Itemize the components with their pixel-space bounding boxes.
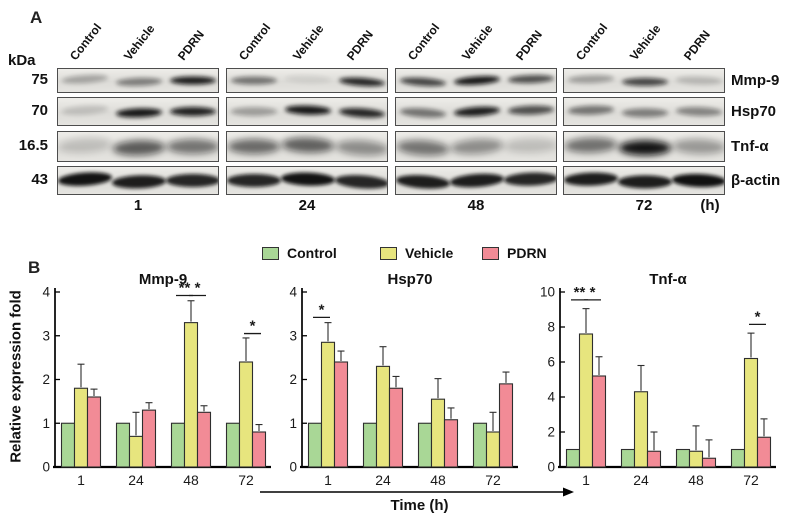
svg-text:2: 2 xyxy=(547,425,555,440)
legend-item-pdrn: PDRN xyxy=(482,245,547,261)
legend-swatch-vehicle xyxy=(380,246,397,260)
svg-text:1: 1 xyxy=(42,416,50,431)
kda-unit-label: kDa xyxy=(8,52,36,69)
svg-text:*: * xyxy=(319,301,325,318)
blot-Mmp-9-1h xyxy=(57,68,219,93)
lane-label-control: Control xyxy=(404,20,443,63)
blot-Mmp-9-24h xyxy=(226,68,388,93)
blot-β-actin-1h xyxy=(57,166,219,195)
lane-label-vehicle: Vehicle xyxy=(120,21,158,63)
mw-label-16.5: 16.5 xyxy=(18,136,48,154)
svg-text:**: ** xyxy=(574,284,586,301)
blot-Tnf-α-24h xyxy=(226,131,388,162)
lane-label-vehicle: Vehicle xyxy=(458,21,496,63)
blot-β-actin-48h xyxy=(395,166,557,195)
blot-Hsp70-1h xyxy=(57,97,219,126)
blot-Hsp70-24h xyxy=(226,97,388,126)
svg-text:0: 0 xyxy=(547,460,555,475)
lane-label-control: Control xyxy=(235,20,274,63)
legend-label-pdrn: PDRN xyxy=(507,245,547,261)
blot-Mmp-9-48h xyxy=(395,68,557,93)
svg-text:*: * xyxy=(755,308,761,325)
blot-Mmp-9-72h xyxy=(563,68,725,93)
protein-label-4: β-actin xyxy=(731,171,781,189)
svg-text:*: * xyxy=(590,284,596,301)
svg-text:48: 48 xyxy=(688,472,704,488)
y-axis-label: Relative expression fold xyxy=(7,290,25,463)
blot-Tnf-α-72h xyxy=(563,131,725,162)
blot-β-actin-24h xyxy=(226,166,388,195)
legend-label-vehicle: Vehicle xyxy=(405,245,454,261)
svg-text:1: 1 xyxy=(324,472,332,488)
legend-item-vehicle: Vehicle xyxy=(380,245,453,261)
svg-text:**: ** xyxy=(179,280,191,297)
svg-text:3: 3 xyxy=(42,328,50,343)
time-label-1: 1 xyxy=(133,197,143,214)
chart-title-Mmp-9: Mmp-9 xyxy=(138,271,188,288)
svg-text:2: 2 xyxy=(42,372,50,387)
legend-swatch-pdrn xyxy=(482,246,499,260)
protein-label-1: Mmp-9 xyxy=(731,71,780,89)
lane-label-pdrn: PDRN xyxy=(680,27,713,63)
mw-label-43: 43 xyxy=(31,170,48,188)
chart-title-Tnf-α: Tnf-α xyxy=(649,271,687,288)
blot-Tnf-α-48h xyxy=(395,131,557,162)
protein-label-2: Hsp70 xyxy=(731,102,777,120)
svg-text:48: 48 xyxy=(183,472,199,488)
svg-text:0: 0 xyxy=(289,460,297,475)
svg-text:72: 72 xyxy=(485,472,501,488)
svg-text:*: * xyxy=(250,318,256,335)
svg-text:72: 72 xyxy=(743,472,759,488)
chart-title-Hsp70: Hsp70 xyxy=(387,271,433,288)
legend-item-control: Control xyxy=(262,245,337,261)
chart-Hsp70: 0 1 2 3 4 1 24 48 72 * xyxy=(289,285,518,488)
x-axis-label: Time (h) xyxy=(390,497,449,514)
svg-text:4: 4 xyxy=(547,390,555,405)
svg-text:48: 48 xyxy=(430,472,446,488)
lane-label-pdrn: PDRN xyxy=(343,27,376,63)
panel-a-label: A xyxy=(30,8,43,27)
time-label-24: 24 xyxy=(298,197,316,214)
svg-text:24: 24 xyxy=(375,472,391,488)
lane-label-control: Control xyxy=(572,20,611,63)
svg-text:*: * xyxy=(195,280,201,297)
legend-label-control: Control xyxy=(287,245,337,261)
svg-text:24: 24 xyxy=(633,472,649,488)
svg-text:1: 1 xyxy=(289,416,297,431)
lane-label-pdrn: PDRN xyxy=(174,27,207,63)
lane-label-control: Control xyxy=(66,20,105,63)
mw-label-70: 70 xyxy=(31,101,48,119)
svg-text:2: 2 xyxy=(289,372,297,387)
legend-swatch-control xyxy=(262,246,279,260)
svg-text:4: 4 xyxy=(42,285,50,300)
time-label-72: 72 xyxy=(635,197,653,214)
lane-label-vehicle: Vehicle xyxy=(289,21,327,63)
panel-b-label: B xyxy=(28,258,41,277)
lane-label-pdrn: PDRN xyxy=(512,27,545,63)
blot-β-actin-72h xyxy=(563,166,725,195)
blot-Hsp70-48h xyxy=(395,97,557,126)
svg-text:24: 24 xyxy=(128,472,144,488)
time-axis-arrow xyxy=(260,487,574,497)
svg-text:1: 1 xyxy=(582,472,590,488)
svg-text:6: 6 xyxy=(547,355,555,370)
time-unit-label: (h) xyxy=(700,197,720,214)
mw-label-75: 75 xyxy=(31,70,48,88)
svg-text:1: 1 xyxy=(77,472,85,488)
svg-text:10: 10 xyxy=(540,285,555,300)
svg-text:0: 0 xyxy=(42,460,50,475)
lane-label-vehicle: Vehicle xyxy=(626,21,664,63)
time-label-48: 48 xyxy=(467,197,485,214)
protein-label-3: Tnf-α xyxy=(731,137,769,155)
blot-Tnf-α-1h xyxy=(57,131,219,162)
svg-text:3: 3 xyxy=(289,328,297,343)
blot-Hsp70-72h xyxy=(563,97,725,126)
svg-text:72: 72 xyxy=(238,472,254,488)
svg-text:8: 8 xyxy=(547,320,555,335)
svg-text:4: 4 xyxy=(289,285,297,300)
